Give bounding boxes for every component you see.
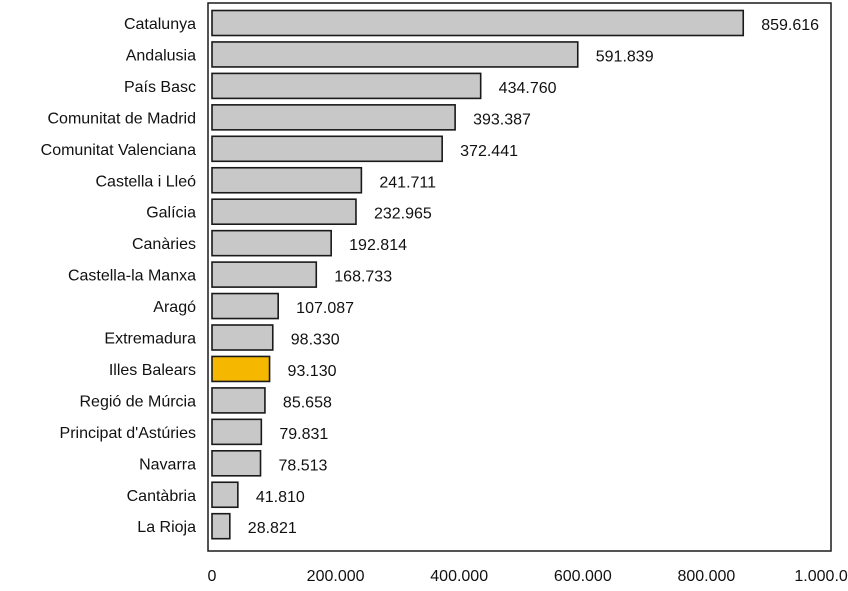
category-label-castella-la-manxa: Castella-la Manxa xyxy=(68,268,196,285)
value-labels: 859.616 591.839 434.760 393.387 372.441 241.7… xyxy=(248,17,819,537)
bar-principat-d-asturies xyxy=(211,418,263,446)
category-label-galicia: Galícia xyxy=(146,205,196,222)
category-label-regio-de-murcia: Regió de Múrcia xyxy=(80,393,197,410)
bar-catalunya xyxy=(211,9,745,37)
bar-regio-de-murcia xyxy=(211,387,266,414)
x-tick-label-3: 600.000 xyxy=(554,568,612,585)
bar-illes-balears xyxy=(211,355,271,383)
value-label-extremadura: 98.330 xyxy=(291,332,340,349)
bar-castella-la-manxa xyxy=(211,261,318,288)
bar-extremadura xyxy=(211,324,274,351)
value-label-regio-de-murcia: 85.658 xyxy=(283,394,332,411)
x-tick-label-5: 1.000.000 xyxy=(794,568,848,585)
value-label-castella-la-manxa: 168.733 xyxy=(334,269,392,286)
bar-la-rioja xyxy=(211,512,231,540)
category-label-pais-basc: País Basc xyxy=(124,79,196,96)
value-label-canaries: 192.814 xyxy=(349,237,407,254)
category-label-illes-balears: Illes Balears xyxy=(109,362,196,379)
bar-cantabria xyxy=(211,481,239,509)
bar-canaries xyxy=(211,229,332,257)
x-tick-label-4: 800.000 xyxy=(677,568,735,585)
category-label-cantabria: Cantàbria xyxy=(127,488,196,505)
x-axis-tick-labels: 0 200.000 400.000 600.000 800.000 1.000.000 xyxy=(208,568,848,585)
value-label-illes-balears: 93.130 xyxy=(288,363,337,380)
bar-navarra xyxy=(211,449,262,477)
category-label-andalusia: Andalusia xyxy=(126,47,196,64)
value-label-comunitat-valenciana: 372.441 xyxy=(460,143,518,160)
category-label-navarra: Navarra xyxy=(139,456,196,473)
category-label-catalunya: Catalunya xyxy=(124,16,196,33)
category-label-extremadura: Extremadura xyxy=(104,331,196,348)
value-label-navarra: 78.513 xyxy=(279,457,328,474)
category-label-canaries: Canàries xyxy=(132,236,196,253)
bar-comunitat-valenciana xyxy=(211,135,443,163)
value-label-castella-i-lleo: 241.711 xyxy=(379,174,436,191)
category-label-comunitat-de-madrid: Comunitat de Madrid xyxy=(47,110,196,127)
value-label-arago: 107.087 xyxy=(296,300,354,317)
bar-arago xyxy=(211,292,279,320)
value-label-catalunya: 859.616 xyxy=(761,17,819,34)
value-label-galicia: 232.965 xyxy=(374,206,432,223)
category-label-arago: Aragó xyxy=(153,299,196,316)
x-tick-label-2: 400.000 xyxy=(430,568,488,585)
value-label-pais-basc: 434.760 xyxy=(499,80,557,97)
value-label-principat-d-asturies: 79.831 xyxy=(279,426,328,443)
bar-galicia xyxy=(211,198,357,225)
bar-comunitat-de-madrid xyxy=(211,104,456,131)
bars-layer xyxy=(211,9,745,540)
bar-castella-i-lleo xyxy=(211,166,363,194)
value-label-andalusia: 591.839 xyxy=(596,48,654,65)
category-label-la-rioja: La Rioja xyxy=(137,519,196,536)
bar-pais-basc xyxy=(211,72,482,100)
category-label-castella-i-lleo: Castella i Lleó xyxy=(96,173,197,190)
x-tick-label-0: 0 xyxy=(208,568,217,585)
bar-andalusia xyxy=(211,41,579,68)
category-labels: Catalunya Andalusia País Basc Comunitat de … xyxy=(41,16,196,536)
category-label-principat-d-asturies: Principat d'Astúries xyxy=(60,425,196,442)
value-label-comunitat-de-madrid: 393.387 xyxy=(473,111,531,128)
value-label-la-rioja: 28.821 xyxy=(248,520,297,537)
category-label-comunitat-valenciana: Comunitat Valenciana xyxy=(41,142,196,159)
value-label-cantabria: 41.810 xyxy=(256,489,305,506)
x-tick-label-1: 200.000 xyxy=(307,568,365,585)
